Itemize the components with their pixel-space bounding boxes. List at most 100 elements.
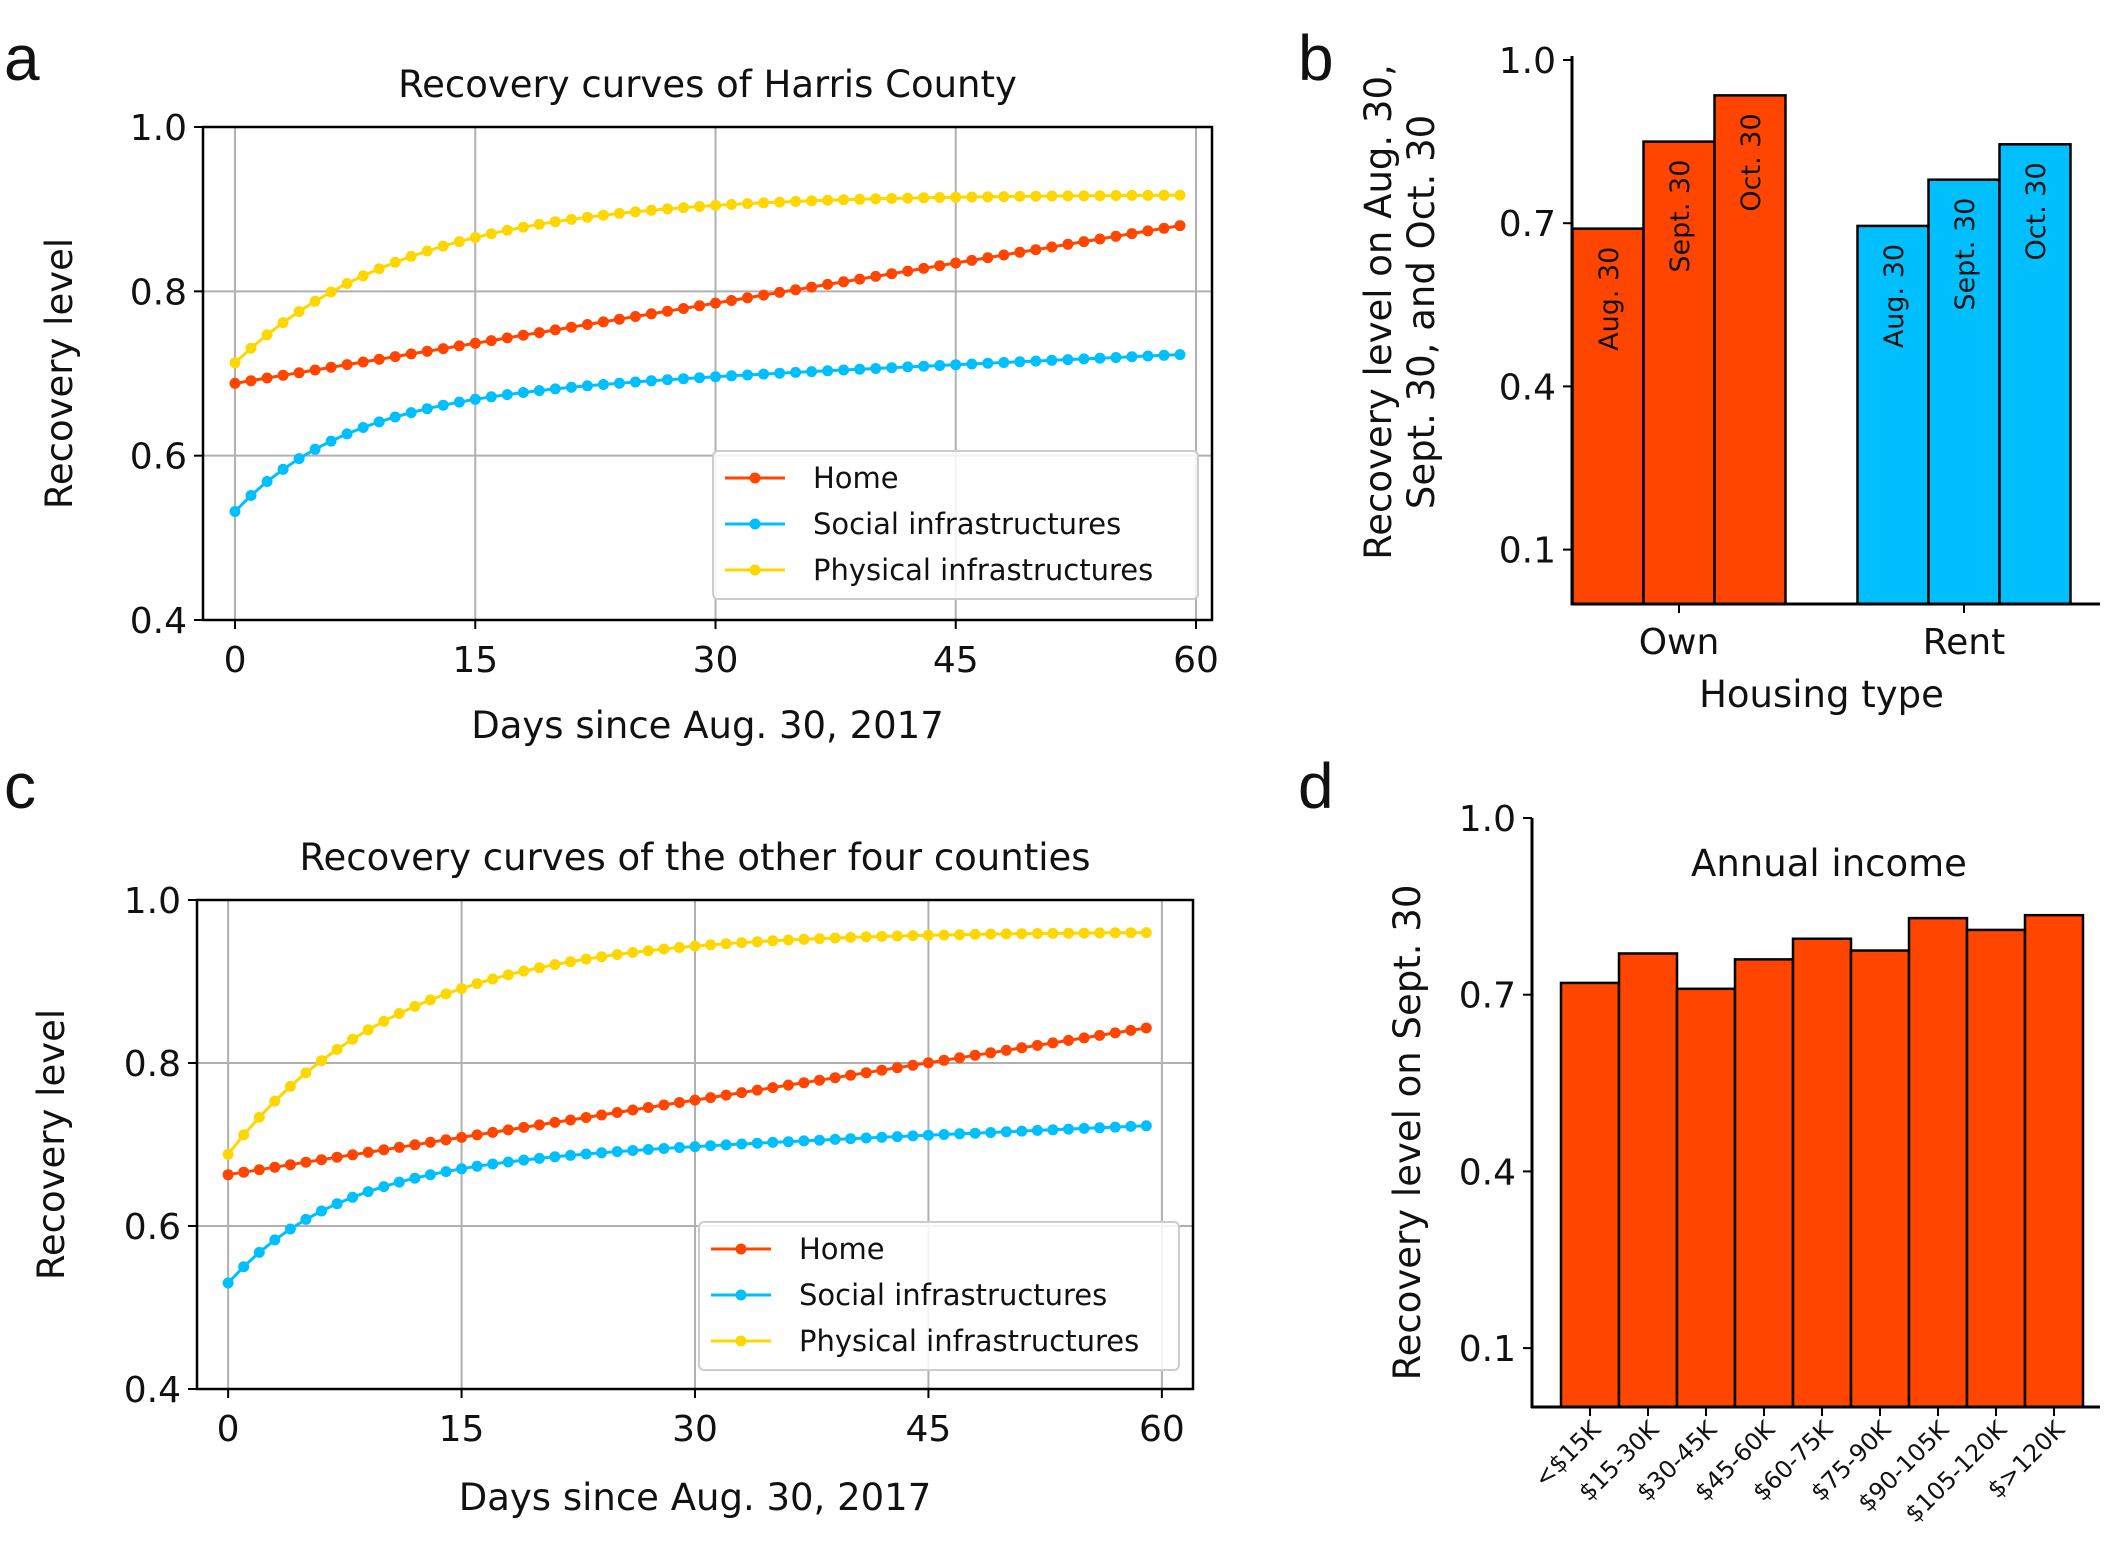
data-point — [549, 324, 561, 336]
data-point — [854, 273, 866, 285]
data-point — [238, 1129, 250, 1141]
x-axis-label: Days since Aug. 30, 2017 — [459, 1476, 932, 1519]
x-tick-label: 30 — [672, 1409, 718, 1450]
data-point — [1158, 189, 1170, 201]
y-tick-label: 0.7 — [1459, 976, 1516, 1017]
data-point — [720, 1139, 732, 1151]
plot-frame — [201, 125, 1214, 622]
data-point — [373, 263, 385, 275]
data-point — [409, 1139, 421, 1151]
data-point — [316, 1205, 327, 1217]
data-point — [393, 1008, 405, 1019]
data-point — [938, 1129, 950, 1140]
data-point — [253, 1246, 265, 1258]
data-point — [767, 1082, 779, 1094]
data-point — [790, 284, 802, 296]
data-point — [1078, 1122, 1090, 1134]
data-point — [742, 292, 753, 304]
data-point — [1016, 1042, 1028, 1054]
data-point — [485, 335, 497, 347]
data-point — [565, 1114, 576, 1126]
data-point — [549, 383, 561, 395]
data-point — [938, 929, 950, 941]
data-point — [456, 1163, 468, 1175]
data-point — [325, 361, 337, 373]
data-point — [611, 1146, 623, 1158]
data-point — [453, 236, 465, 248]
chart-a-harris-county: 0 15 30 45 60 0.4 0.6 0.8 1.0 Recovery curves of … — [38, 63, 1219, 747]
data-point — [581, 211, 593, 223]
data-point — [1062, 190, 1074, 202]
data-point — [891, 930, 903, 942]
data-point — [253, 1111, 265, 1123]
data-point — [1174, 189, 1186, 201]
data-point — [341, 428, 353, 440]
data-point — [1109, 1121, 1121, 1133]
data-point — [907, 1130, 919, 1142]
data-point — [347, 1149, 359, 1161]
bar — [1559, 981, 1621, 1409]
data-point — [985, 1127, 997, 1138]
data-point — [549, 1151, 561, 1163]
data-point — [806, 366, 818, 378]
data-point — [549, 216, 561, 228]
bar-label: Sept. 30 — [1665, 160, 1696, 273]
series-physical-infrastructures — [229, 189, 1186, 369]
data-point — [985, 928, 997, 940]
bar-label: Aug. 30 — [1879, 244, 1910, 348]
data-point — [678, 303, 689, 314]
data-point — [565, 381, 577, 393]
data-point — [357, 270, 369, 282]
data-point — [269, 1161, 281, 1173]
data-point — [1014, 190, 1026, 202]
data-point — [469, 393, 481, 405]
data-point — [710, 371, 721, 383]
data-point — [1000, 928, 1012, 940]
data-point — [393, 1141, 405, 1153]
data-point — [533, 218, 545, 230]
data-point — [421, 345, 433, 357]
x-tick-label: 0 — [217, 1409, 240, 1450]
data-point — [954, 1052, 966, 1064]
data-point — [1078, 236, 1090, 248]
data-point — [950, 359, 962, 371]
data-point — [1094, 352, 1106, 364]
data-point — [405, 407, 417, 419]
x-tick-label: 45 — [933, 640, 979, 681]
bar — [1675, 987, 1737, 1409]
data-point — [293, 306, 305, 317]
data-point — [662, 305, 673, 317]
data-point — [1142, 225, 1154, 237]
data-point — [1158, 222, 1170, 234]
data-point — [790, 195, 802, 207]
data-point — [517, 329, 529, 341]
data-point — [293, 453, 305, 465]
data-point — [424, 1169, 436, 1181]
data-point — [229, 357, 241, 369]
data-point — [357, 422, 369, 433]
data-point — [229, 506, 241, 517]
panel-letter-a: a — [4, 22, 40, 94]
chart-d-annual-income: <$15K$15-30K$30-45K$45-60K$60-75K$75-90K… — [1386, 799, 2100, 1528]
data-point — [533, 1119, 545, 1131]
data-point — [487, 973, 499, 985]
data-point — [860, 931, 872, 943]
data-point — [487, 1158, 499, 1170]
series-line — [226, 931, 1147, 1156]
data-point — [316, 1154, 327, 1166]
data-point — [902, 192, 914, 204]
data-point — [378, 1181, 390, 1193]
data-point — [751, 1137, 763, 1149]
data-point — [1030, 244, 1042, 256]
data-point — [662, 374, 673, 386]
data-point — [611, 1107, 623, 1118]
data-point — [642, 1102, 654, 1113]
bar-label: Oct. 30 — [1736, 113, 1767, 211]
data-point — [1158, 349, 1170, 361]
data-point — [378, 1015, 390, 1027]
data-point — [456, 1131, 468, 1143]
data-point — [736, 1087, 748, 1099]
data-point — [389, 351, 401, 363]
data-point — [373, 353, 385, 365]
data-point — [922, 929, 934, 941]
